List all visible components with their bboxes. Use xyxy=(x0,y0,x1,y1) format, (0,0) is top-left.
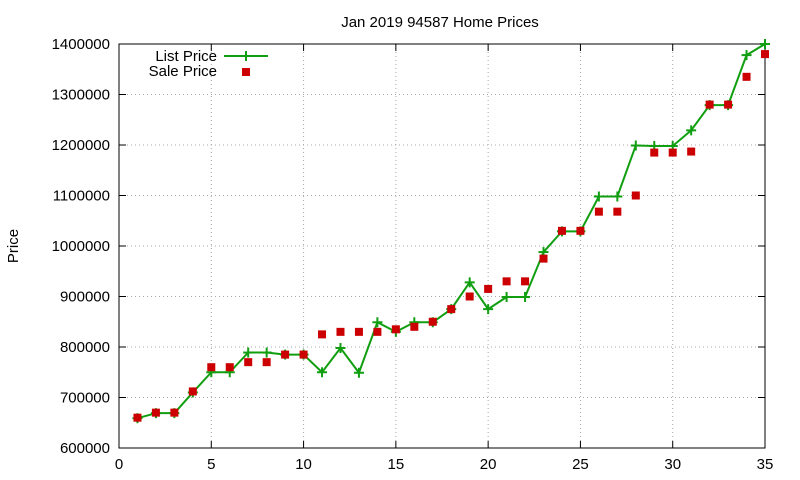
sale-price-point xyxy=(373,327,382,336)
sale-price-point xyxy=(133,413,142,422)
x-tick-label: 25 xyxy=(572,456,589,473)
sale-price-point xyxy=(687,147,696,156)
chart-title: Jan 2019 94587 Home Prices xyxy=(341,14,539,31)
sale-price-point xyxy=(557,226,566,235)
list-price-point xyxy=(261,347,272,358)
list-price-point xyxy=(630,140,641,151)
x-tick-label: 0 xyxy=(115,456,123,473)
sale-price-point xyxy=(281,350,290,359)
sale-price-point xyxy=(447,305,456,314)
sale-price-point xyxy=(336,327,345,336)
sale-price-point xyxy=(742,72,751,81)
sale-price-point xyxy=(521,277,530,286)
list-price-point xyxy=(593,191,604,202)
sale-price-point xyxy=(576,226,585,235)
sale-price-point xyxy=(724,100,733,109)
y-axis: 600000 700000 800000 900000 1000000 1100000 12… xyxy=(52,36,765,457)
sale-price-point xyxy=(354,327,363,336)
sale-price-point xyxy=(207,363,216,372)
sale-price-point xyxy=(188,387,197,396)
sale-price-point xyxy=(594,207,603,216)
y-tick-label: 1000000 xyxy=(52,238,110,255)
legend: List Price Sale Price xyxy=(149,48,268,80)
x-axis: 0 5 10 15 20 25 30 35 xyxy=(115,44,774,473)
y-tick-label: 1400000 xyxy=(52,36,110,53)
series-sale-price xyxy=(133,50,769,422)
sale-price-point xyxy=(299,350,308,359)
legend-label-list-price: List Price xyxy=(155,48,217,65)
sale-price-point xyxy=(761,50,769,59)
list-price-point xyxy=(612,191,623,202)
x-tick-label: 10 xyxy=(295,456,312,473)
x-tick-label: 15 xyxy=(388,456,405,473)
sale-price-point xyxy=(225,363,234,372)
sale-price-point xyxy=(262,358,271,367)
series-layer xyxy=(132,39,770,424)
list-price-point xyxy=(686,125,697,136)
sale-price-point xyxy=(484,284,493,293)
x-tick-label: 20 xyxy=(480,456,497,473)
y-tick-label: 900000 xyxy=(60,289,110,306)
y-axis-label: Price xyxy=(5,229,22,263)
list-price-point xyxy=(741,50,752,61)
sale-price-point xyxy=(428,317,437,326)
list-price-point xyxy=(483,304,494,315)
list-price-point xyxy=(464,277,475,288)
y-tick-label: 1100000 xyxy=(53,188,110,205)
sale-price-point xyxy=(410,322,419,331)
y-tick-label: 1200000 xyxy=(52,137,110,154)
sale-price-point xyxy=(170,408,179,417)
x-tick-label: 30 xyxy=(664,456,681,473)
list-price-point xyxy=(317,367,328,378)
list-price-point xyxy=(335,343,346,354)
grid xyxy=(119,44,765,448)
sale-price-point xyxy=(391,325,400,334)
sale-price-point xyxy=(465,292,474,301)
list-price-point xyxy=(520,292,531,303)
legend-swatch-sale-price-marker xyxy=(242,68,250,76)
x-tick-label: 35 xyxy=(757,456,774,473)
x-tick-label: 5 xyxy=(207,456,215,473)
legend-label-sale-price: Sale Price xyxy=(149,63,217,80)
list-price-point xyxy=(243,347,254,358)
sale-price-point xyxy=(613,207,622,216)
sale-price-point xyxy=(705,100,714,109)
y-tick-label: 800000 xyxy=(60,339,110,356)
sale-price-point xyxy=(650,148,659,157)
sale-price-point xyxy=(668,148,677,157)
y-tick-label: 1300000 xyxy=(52,87,110,104)
list-price-line xyxy=(137,43,766,420)
sale-price-point xyxy=(244,358,253,367)
sale-price-point xyxy=(502,277,511,286)
y-tick-label: 700000 xyxy=(60,390,110,407)
y-tick-label: 600000 xyxy=(60,440,110,457)
list-price-point xyxy=(760,39,770,49)
sale-price-point xyxy=(318,330,327,339)
list-price-point xyxy=(501,292,512,303)
list-price-point xyxy=(372,317,383,328)
sale-price-point xyxy=(539,254,548,263)
sale-price-point xyxy=(631,191,640,200)
list-price-point xyxy=(353,367,364,378)
sale-price-point xyxy=(151,408,160,417)
legend-swatch-list-price-marker xyxy=(241,51,251,61)
